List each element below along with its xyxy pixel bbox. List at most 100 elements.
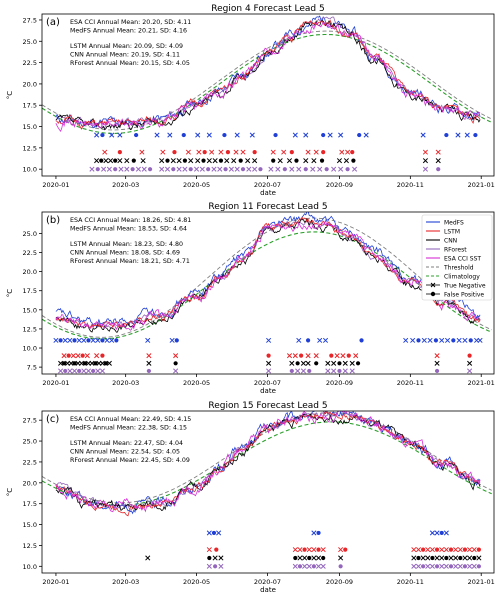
true-negative-marker — [212, 555, 218, 561]
false-positive-marker — [282, 167, 287, 172]
true-negative-marker — [173, 368, 179, 374]
false-positive-marker — [476, 547, 481, 552]
false-positive-marker — [86, 338, 91, 343]
true-negative-marker — [317, 337, 323, 343]
x-tick-label: 2020-11 — [397, 379, 424, 387]
true-negative-marker — [170, 158, 176, 164]
true-negative-marker — [462, 337, 468, 343]
true-negative-marker — [429, 563, 435, 569]
true-negative-marker — [317, 166, 323, 172]
x-axis-label: date — [260, 387, 276, 395]
true-negative-marker — [289, 360, 295, 366]
y-tick-label: 15.0 — [23, 521, 37, 529]
x-tick-label: 2020-09 — [326, 379, 353, 387]
true-negative-marker — [339, 149, 345, 155]
true-negative-marker — [289, 166, 295, 172]
false-positive-marker — [434, 547, 440, 552]
markers-cnn — [145, 555, 482, 561]
false-positive-marker — [182, 158, 188, 163]
x-tick-label: 2020-01 — [42, 578, 69, 586]
markers-lstm — [102, 149, 441, 155]
y-axis-label: °C — [6, 289, 14, 298]
true-negative-marker — [104, 337, 110, 343]
plot-area — [42, 212, 492, 374]
false-positive-marker — [201, 158, 206, 163]
true-negative-marker — [336, 158, 343, 164]
true-negative-marker — [338, 132, 344, 138]
false-positive-marker — [214, 547, 219, 552]
false-positive-marker — [416, 338, 421, 343]
legend-label: Climatology — [444, 273, 480, 280]
false-positive-marker — [357, 132, 362, 138]
true-negative-marker — [453, 547, 459, 553]
true-negative-marker — [476, 555, 482, 561]
false-positive-marker — [467, 353, 472, 358]
y-tick-label: 17.5 — [23, 500, 37, 508]
false-positive-marker — [211, 530, 217, 536]
false-positive-marker — [448, 564, 454, 569]
markers-medfs — [53, 337, 483, 343]
true-negative-marker — [292, 132, 298, 138]
legend-label: MedFS — [444, 219, 464, 226]
true-negative-marker — [421, 337, 427, 343]
true-negative-marker — [313, 353, 319, 359]
false-positive-marker — [307, 555, 312, 561]
false-positive-marker — [181, 132, 186, 138]
true-negative-marker — [176, 166, 182, 172]
true-negative-marker — [340, 353, 346, 359]
plot-area — [42, 411, 492, 569]
false-positive-marker — [462, 564, 468, 569]
true-negative-marker — [71, 368, 78, 374]
legend-label: LSTM — [444, 228, 460, 235]
true-negative-marker — [124, 158, 130, 164]
true-negative-marker — [311, 158, 317, 164]
markers-medfs — [94, 132, 478, 138]
true-negative-marker — [334, 353, 340, 359]
true-negative-marker — [453, 555, 459, 561]
false-positive-marker — [434, 564, 440, 569]
false-positive-marker — [146, 368, 151, 374]
y-tick-label: 17.5 — [23, 102, 37, 110]
true-negative-marker — [212, 158, 218, 164]
legend-swatch-x — [430, 282, 436, 288]
true-negative-marker — [422, 149, 428, 155]
true-negative-marker — [300, 360, 306, 366]
y-tick-label: 17.5 — [23, 287, 37, 295]
true-negative-marker — [296, 337, 302, 343]
true-negative-marker — [305, 353, 311, 359]
true-negative-marker — [266, 337, 272, 343]
true-negative-marker — [90, 337, 96, 343]
markers-cnn — [58, 360, 473, 366]
markers-rforest — [89, 166, 441, 172]
true-negative-marker — [342, 368, 348, 374]
true-negative-marker — [234, 132, 240, 138]
true-negative-marker — [249, 132, 255, 138]
false-positive-marker — [266, 353, 271, 358]
chart-title: Region 4 Forecast Lead 5 — [211, 4, 324, 14]
legend-label: RForest — [444, 246, 467, 253]
true-negative-marker — [94, 132, 100, 138]
true-negative-marker — [58, 368, 64, 374]
false-positive-marker — [63, 368, 68, 374]
markers-lstm — [61, 353, 472, 359]
false-positive-marker — [299, 353, 304, 358]
true-negative-marker — [286, 353, 293, 359]
true-negative-marker — [320, 563, 326, 569]
y-tick-label: 10.0 — [23, 563, 37, 571]
true-negative-marker — [420, 132, 426, 138]
stats-text: ESA CCI Annual Mean: 18.26, SD: 4.81 — [70, 217, 191, 224]
true-negative-marker — [81, 368, 87, 374]
true-negative-marker — [67, 337, 73, 343]
true-negative-marker — [99, 360, 105, 366]
true-negative-marker — [313, 149, 319, 155]
false-positive-marker — [103, 361, 109, 366]
true-negative-marker — [167, 132, 173, 138]
legend-label: False Positive — [444, 291, 484, 298]
true-negative-marker — [252, 158, 258, 164]
false-positive-marker — [316, 530, 321, 536]
true-negative-marker — [193, 166, 200, 172]
false-positive-marker — [319, 158, 325, 163]
true-negative-marker — [159, 158, 165, 164]
true-negative-marker — [306, 563, 312, 569]
